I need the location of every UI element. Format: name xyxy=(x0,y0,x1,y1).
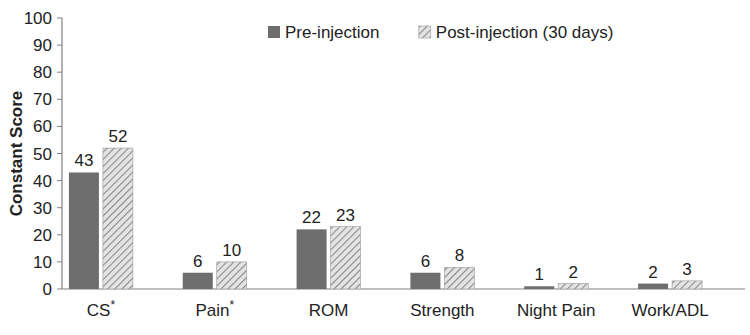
y-axis-title: Constant Score xyxy=(7,91,26,217)
legend-label: Post-injection (30 days) xyxy=(436,23,614,42)
y-tick xyxy=(57,72,62,73)
y-tick-label: 10 xyxy=(33,253,52,272)
bar xyxy=(331,227,361,289)
y-tick-label: 60 xyxy=(33,117,52,136)
x-tick-label: Work/ADL xyxy=(632,301,709,320)
bars xyxy=(69,148,702,289)
bar xyxy=(217,262,247,289)
x-tick-label: ROM xyxy=(309,301,349,320)
bar xyxy=(444,267,474,289)
y-tick xyxy=(57,289,62,290)
y-tick xyxy=(57,261,62,262)
y-tick-label: 20 xyxy=(33,226,52,245)
x-tick-label-star: * xyxy=(229,298,234,312)
y-tick-label: 40 xyxy=(33,172,52,191)
x-tick-label-part: Strength xyxy=(410,301,474,320)
y-tick-label: 70 xyxy=(33,90,52,109)
x-tick-label: Night Pain xyxy=(517,301,595,320)
x-tick-label-part: Pain xyxy=(195,301,229,320)
legend-swatch xyxy=(268,26,280,38)
y-tick-label: 80 xyxy=(33,63,52,82)
y-tick xyxy=(57,18,62,19)
x-tick-label: CS* xyxy=(87,298,116,320)
bar xyxy=(69,172,99,289)
data-label: 1 xyxy=(535,265,544,284)
bar xyxy=(672,281,702,289)
data-label: 52 xyxy=(108,127,127,146)
y-tick-label: 90 xyxy=(33,36,52,55)
y-tick xyxy=(57,99,62,100)
y-tick-label: 30 xyxy=(33,199,52,218)
y-tick-label: 100 xyxy=(24,9,52,28)
bar xyxy=(558,284,588,289)
y-tick xyxy=(57,234,62,235)
data-label: 22 xyxy=(302,208,321,227)
chart: 0102030405060708090100Constant ScoreCS*4… xyxy=(0,0,750,335)
data-label: 10 xyxy=(222,241,241,260)
data-label: 23 xyxy=(336,206,355,225)
data-label: 6 xyxy=(193,252,202,271)
y-tick-label: 50 xyxy=(33,145,52,164)
y-tick xyxy=(57,153,62,154)
bar xyxy=(638,284,668,289)
data-label: 2 xyxy=(648,263,657,282)
x-tick-label-part: Night Pain xyxy=(517,301,595,320)
y-tick xyxy=(57,126,62,127)
data-label: 3 xyxy=(682,260,691,279)
x-tick-label-part: Work/ADL xyxy=(632,301,709,320)
bar xyxy=(524,286,554,289)
y-tick xyxy=(57,207,62,208)
legend: Pre-injection Post-injection (30 days) xyxy=(268,23,613,42)
legend-swatch xyxy=(419,26,431,38)
y-tick xyxy=(57,180,62,181)
bar xyxy=(297,229,327,289)
x-tick-label: Pain* xyxy=(195,298,234,320)
bar xyxy=(183,273,213,289)
x-tick-label-part: ROM xyxy=(309,301,349,320)
y-tick-label: 0 xyxy=(43,280,52,299)
x-tick-label: Strength xyxy=(410,301,474,320)
y-tick xyxy=(57,45,62,46)
data-label: 43 xyxy=(74,151,93,170)
bar xyxy=(410,273,440,289)
legend-label: Pre-injection xyxy=(285,23,380,42)
x-tick-label-part: CS xyxy=(87,301,111,320)
y-axis-line xyxy=(61,18,62,289)
x-tick-label-star: * xyxy=(110,298,115,312)
data-label: 6 xyxy=(421,252,430,271)
data-label: 8 xyxy=(455,246,464,265)
data-label: 2 xyxy=(569,263,578,282)
bar xyxy=(103,148,133,289)
